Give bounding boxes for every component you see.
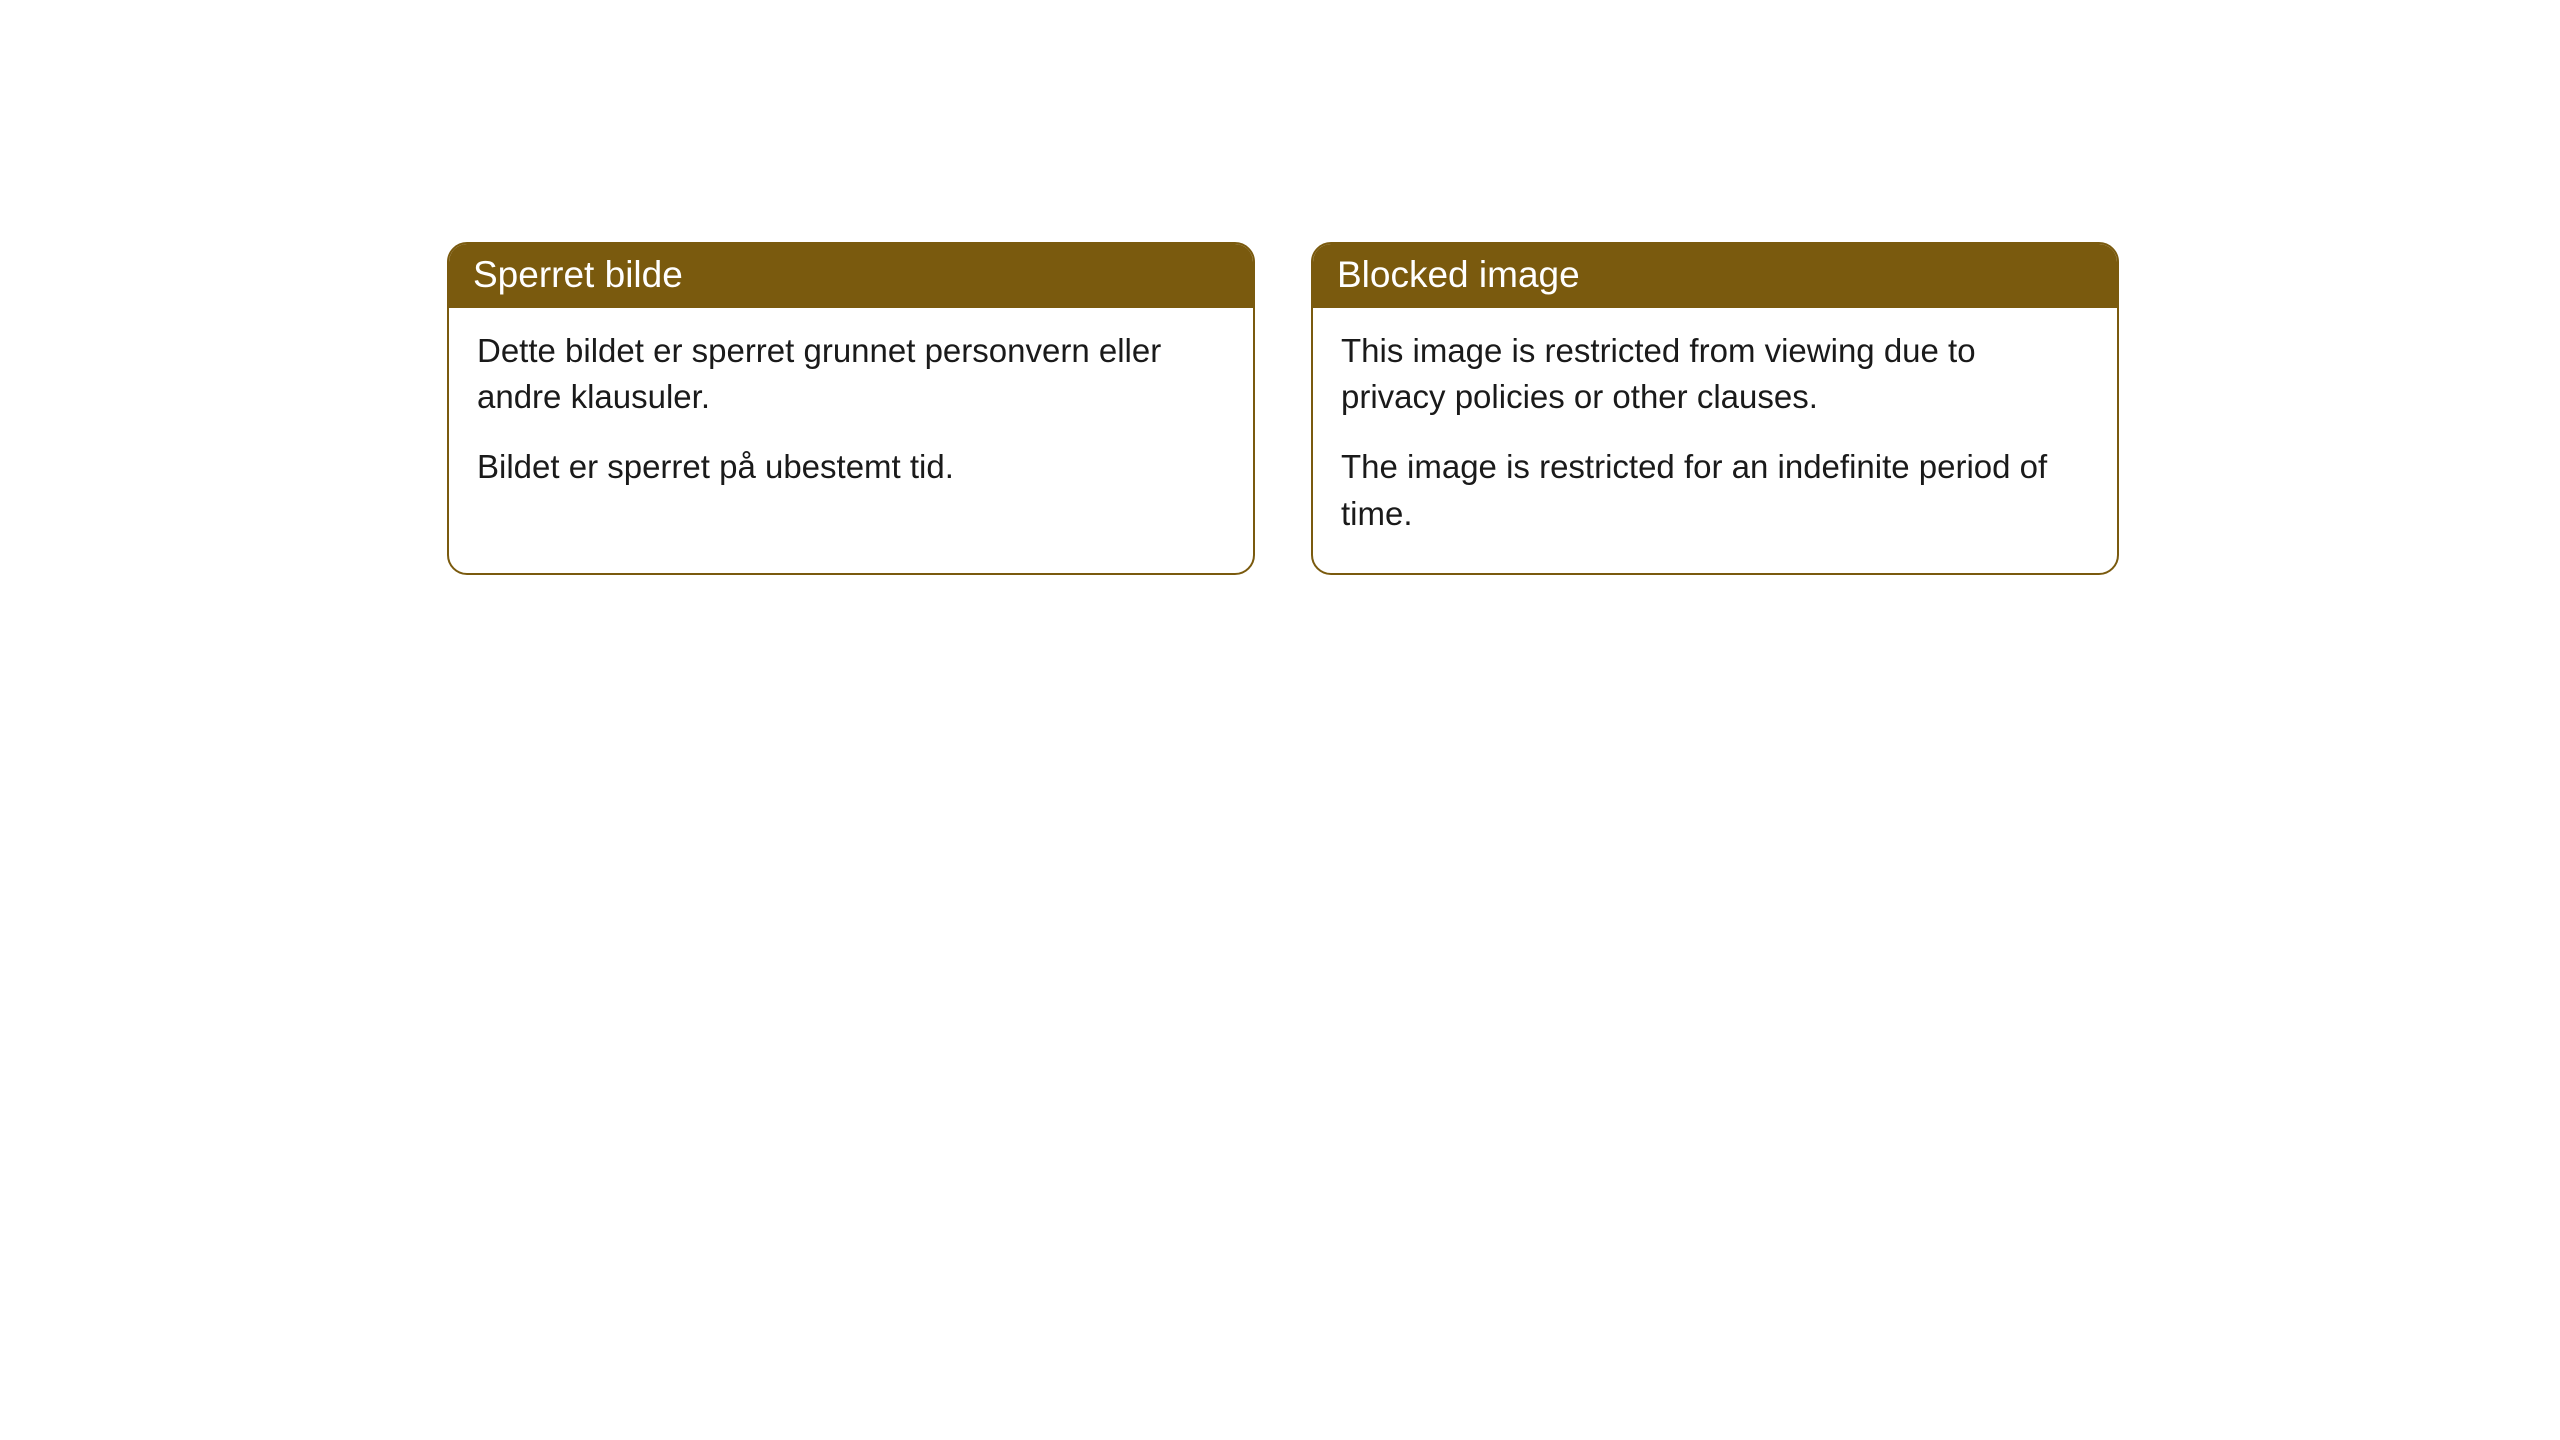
card-title: Sperret bilde	[473, 254, 683, 295]
card-title: Blocked image	[1337, 254, 1580, 295]
card-paragraph: This image is restricted from viewing du…	[1341, 328, 2089, 420]
notice-card-english: Blocked image This image is restricted f…	[1311, 242, 2119, 575]
card-paragraph: The image is restricted for an indefinit…	[1341, 444, 2089, 536]
card-header-english: Blocked image	[1313, 244, 2117, 308]
card-body-norwegian: Dette bildet er sperret grunnet personve…	[449, 308, 1253, 527]
notice-card-norwegian: Sperret bilde Dette bildet er sperret gr…	[447, 242, 1255, 575]
card-paragraph: Bildet er sperret på ubestemt tid.	[477, 444, 1225, 490]
card-body-english: This image is restricted from viewing du…	[1313, 308, 2117, 573]
card-paragraph: Dette bildet er sperret grunnet personve…	[477, 328, 1225, 420]
card-header-norwegian: Sperret bilde	[449, 244, 1253, 308]
notice-cards-container: Sperret bilde Dette bildet er sperret gr…	[447, 242, 2560, 575]
